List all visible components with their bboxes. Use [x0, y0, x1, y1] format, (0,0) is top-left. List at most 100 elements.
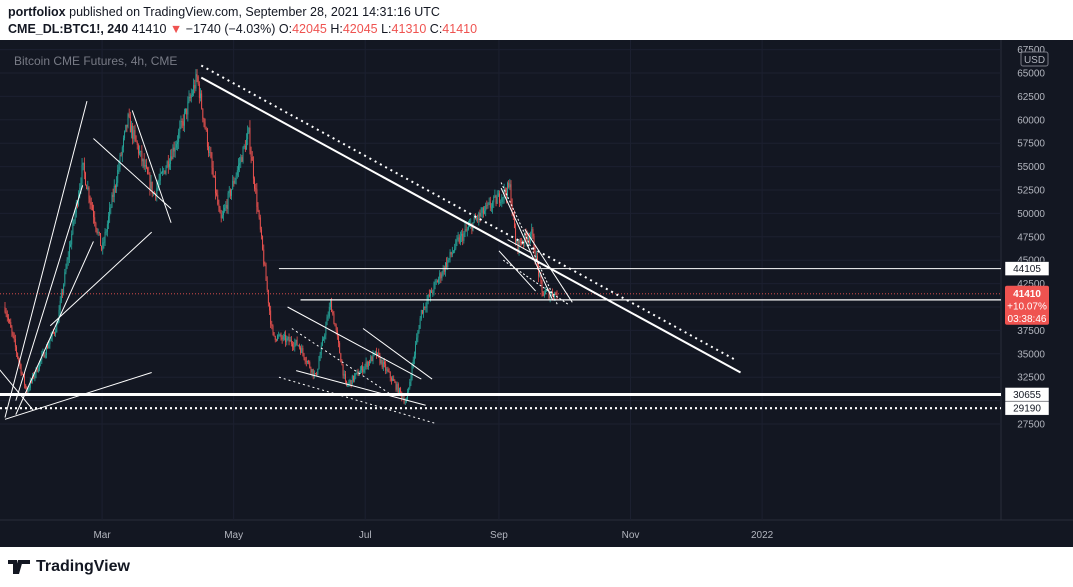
candle-body: [121, 147, 123, 156]
candle-body: [200, 93, 201, 99]
candle-body: [428, 294, 430, 297]
published-text: published on TradingView.com, September …: [69, 5, 440, 19]
candle-body: [297, 345, 299, 346]
candle-body: [201, 93, 203, 109]
candle-body: [344, 374, 346, 381]
candle-body: [91, 204, 93, 211]
candle-body: [397, 384, 399, 394]
publish-line: portfoliox published on TradingView.com,…: [8, 5, 440, 19]
candle-body: [134, 130, 136, 137]
candle-body: [175, 143, 177, 148]
candle-body: [384, 361, 385, 365]
candle-body: [183, 112, 185, 126]
candle-body: [326, 317, 328, 326]
candle-body: [17, 353, 19, 358]
candle-body: [389, 371, 391, 378]
candle-body: [136, 141, 138, 146]
time-axis[interactable]: Mar May Jul Sep Nov 2022: [93, 530, 773, 541]
candle-body: [58, 309, 60, 323]
currency-badge[interactable]: [1020, 51, 1049, 67]
candle-body: [193, 85, 195, 94]
trend-line: [4, 372, 152, 420]
candle-body: [27, 389, 29, 393]
candle-body: [525, 232, 527, 237]
candle-body: [539, 274, 541, 277]
price-tick-label: 62500: [1017, 92, 1045, 103]
candle-body: [496, 196, 498, 204]
candle-body: [425, 307, 427, 309]
candle-body: [178, 132, 180, 143]
candle-body: [250, 150, 252, 157]
candle-body: [290, 339, 292, 344]
down-arrow-icon: ▼: [169, 22, 183, 36]
candle-body: [113, 186, 115, 197]
current-price-tag: 41410+10.07% 03:38:46: [1005, 285, 1049, 325]
publisher-name[interactable]: portfoliox: [8, 5, 66, 19]
candle-body: [330, 300, 331, 307]
candle-body: [240, 157, 242, 164]
candle-body: [266, 280, 268, 290]
candle-body: [515, 228, 517, 243]
candle-body: [514, 214, 515, 229]
candle-body: [247, 132, 249, 140]
candle-body: [117, 169, 119, 183]
candle-body: [332, 312, 334, 314]
candle-body: [187, 101, 189, 115]
candle-body: [527, 237, 529, 241]
candle-body: [461, 233, 462, 236]
candle-body: [304, 358, 306, 362]
candle-body: [353, 375, 354, 381]
price-chart[interactable]: 2750030000325003500037500400004250045000…: [0, 40, 1073, 547]
candle-body: [390, 377, 392, 381]
candle-body: [494, 195, 496, 197]
candle-body: [546, 290, 548, 292]
low-label: L:: [381, 22, 392, 36]
candle-body: [265, 265, 267, 281]
candle-body: [251, 156, 253, 161]
candle-body: [519, 239, 521, 243]
candle-body: [158, 180, 160, 185]
tradingview-logo[interactable]: TradingView: [8, 558, 130, 576]
candle-body: [492, 202, 494, 208]
candle-body: [135, 136, 137, 142]
candle-body: [285, 335, 287, 343]
candle-body: [354, 375, 356, 381]
candle-body: [343, 374, 345, 376]
candle-body: [45, 346, 47, 356]
candle-body: [386, 369, 388, 371]
trend-line: [15, 185, 84, 401]
price-tag-line: +10.07%: [1007, 301, 1047, 312]
candle-body: [488, 202, 490, 204]
candle-body: [126, 124, 128, 127]
candle-body: [476, 218, 477, 220]
candle-body: [229, 190, 231, 196]
candle-body: [431, 290, 433, 293]
candle-body: [5, 311, 7, 315]
candle-body: [327, 316, 329, 318]
candle-body: [324, 335, 326, 339]
candle-body: [62, 292, 63, 294]
candle-body: [19, 361, 21, 365]
candle-body: [447, 259, 449, 268]
candle-body: [500, 202, 502, 204]
symbol-line: CME_DL:BTC1!, 240 41410 ▼ −1740 (−4.03%)…: [8, 22, 477, 36]
last-price: 41410: [131, 22, 167, 36]
candle-body: [249, 127, 251, 151]
candle-body: [482, 207, 484, 214]
time-tick-label: May: [224, 530, 243, 541]
candle-body: [348, 382, 350, 385]
candle-body: [72, 221, 74, 234]
candle-body: [305, 361, 307, 363]
candle-body: [70, 244, 71, 247]
candle-body: [181, 121, 183, 122]
candle-body: [278, 335, 280, 337]
candle-body: [474, 217, 476, 220]
candle-body: [303, 353, 305, 359]
candle-body: [418, 328, 420, 333]
candle-body: [114, 186, 116, 188]
symbol: CME_DL:BTC1!, 240: [8, 22, 129, 36]
candle-body: [120, 154, 122, 156]
candle-body: [94, 217, 96, 224]
candle-body: [462, 233, 464, 241]
candle-body: [273, 332, 275, 336]
